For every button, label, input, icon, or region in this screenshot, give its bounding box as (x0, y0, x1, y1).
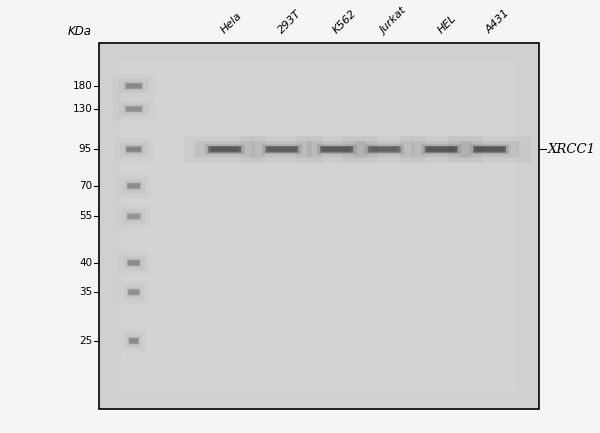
FancyBboxPatch shape (128, 261, 139, 265)
FancyBboxPatch shape (195, 141, 254, 158)
FancyBboxPatch shape (128, 260, 140, 266)
Text: A431: A431 (484, 8, 512, 36)
FancyBboxPatch shape (317, 144, 356, 154)
FancyBboxPatch shape (425, 146, 458, 152)
FancyBboxPatch shape (265, 146, 298, 152)
FancyBboxPatch shape (127, 183, 140, 189)
FancyBboxPatch shape (320, 146, 353, 152)
FancyBboxPatch shape (128, 215, 139, 218)
Text: 95: 95 (79, 144, 92, 154)
FancyBboxPatch shape (125, 83, 142, 89)
FancyBboxPatch shape (126, 212, 142, 221)
FancyBboxPatch shape (124, 81, 144, 90)
Bar (100, 43, 539, 410)
Text: XRCC1: XRCC1 (548, 143, 596, 156)
Text: 180: 180 (73, 81, 92, 91)
FancyBboxPatch shape (126, 181, 142, 191)
FancyBboxPatch shape (122, 255, 145, 270)
FancyBboxPatch shape (364, 144, 404, 154)
FancyBboxPatch shape (127, 148, 140, 151)
FancyBboxPatch shape (307, 141, 367, 158)
Text: 35: 35 (79, 287, 92, 297)
FancyBboxPatch shape (422, 144, 461, 154)
FancyBboxPatch shape (125, 333, 142, 348)
Text: HEL: HEL (436, 13, 458, 36)
FancyBboxPatch shape (208, 146, 241, 152)
FancyBboxPatch shape (127, 107, 141, 111)
Text: 55: 55 (79, 211, 92, 221)
FancyBboxPatch shape (473, 146, 506, 152)
FancyBboxPatch shape (124, 105, 144, 113)
FancyBboxPatch shape (125, 106, 142, 112)
Text: KDa: KDa (67, 26, 91, 39)
FancyBboxPatch shape (129, 291, 139, 294)
FancyBboxPatch shape (262, 144, 302, 154)
Text: 130: 130 (73, 104, 92, 114)
FancyBboxPatch shape (323, 147, 351, 151)
FancyBboxPatch shape (460, 141, 519, 158)
Text: 25: 25 (79, 336, 92, 346)
FancyBboxPatch shape (119, 102, 149, 116)
Text: Hela: Hela (220, 10, 244, 36)
FancyBboxPatch shape (127, 84, 141, 88)
FancyBboxPatch shape (470, 144, 509, 154)
FancyBboxPatch shape (211, 147, 239, 151)
FancyBboxPatch shape (128, 289, 139, 295)
FancyBboxPatch shape (427, 147, 455, 151)
FancyBboxPatch shape (370, 147, 398, 151)
Bar (121, 61, 517, 391)
Text: K562: K562 (332, 8, 359, 36)
FancyBboxPatch shape (476, 147, 503, 151)
Text: 70: 70 (79, 181, 92, 191)
FancyBboxPatch shape (368, 146, 401, 152)
FancyBboxPatch shape (128, 336, 140, 346)
FancyBboxPatch shape (124, 285, 144, 300)
FancyBboxPatch shape (122, 179, 146, 193)
FancyBboxPatch shape (119, 79, 149, 93)
FancyBboxPatch shape (127, 213, 140, 219)
FancyBboxPatch shape (125, 145, 143, 154)
FancyBboxPatch shape (128, 184, 139, 188)
FancyBboxPatch shape (120, 142, 148, 157)
FancyBboxPatch shape (127, 259, 141, 267)
FancyBboxPatch shape (252, 141, 311, 158)
FancyBboxPatch shape (122, 209, 146, 224)
FancyBboxPatch shape (355, 141, 414, 158)
Text: 293T: 293T (277, 9, 304, 36)
FancyBboxPatch shape (129, 338, 139, 344)
FancyBboxPatch shape (126, 146, 142, 152)
FancyBboxPatch shape (205, 144, 244, 154)
FancyBboxPatch shape (130, 339, 138, 343)
FancyBboxPatch shape (412, 141, 471, 158)
Text: 40: 40 (79, 258, 92, 268)
FancyBboxPatch shape (268, 147, 296, 151)
Text: Jurkat: Jurkat (379, 5, 409, 36)
FancyBboxPatch shape (127, 288, 140, 297)
